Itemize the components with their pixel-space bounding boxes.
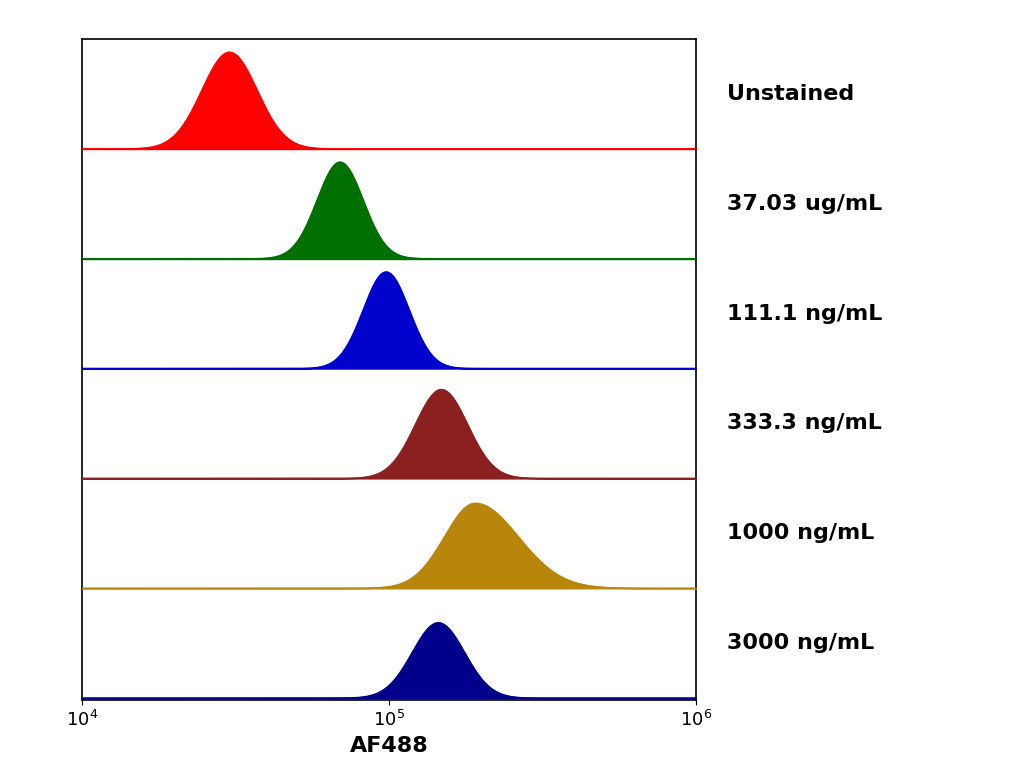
X-axis label: AF488: AF488 bbox=[350, 735, 428, 755]
Text: 3000 ng/mL: 3000 ng/mL bbox=[727, 633, 874, 653]
Text: Unstained: Unstained bbox=[727, 84, 854, 103]
Text: 1000 ng/mL: 1000 ng/mL bbox=[727, 524, 874, 543]
Text: 333.3 ng/mL: 333.3 ng/mL bbox=[727, 413, 882, 433]
Text: 37.03 ug/mL: 37.03 ug/mL bbox=[727, 194, 883, 214]
Text: 111.1 ng/mL: 111.1 ng/mL bbox=[727, 303, 883, 324]
